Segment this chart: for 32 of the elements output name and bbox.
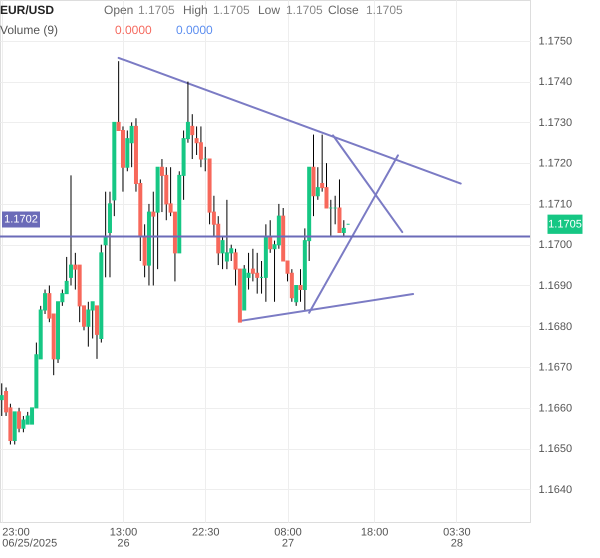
x-tick-label: 23:00 06/25/2025	[2, 526, 58, 550]
y-tick-label: 1.1750	[538, 35, 572, 48]
y-tick-label: 1.1690	[538, 280, 572, 292]
y-tick-label: 1.1680	[538, 320, 572, 333]
x-tick-label: 13:00 26	[110, 526, 138, 550]
y-tick-label: 1.1730	[538, 116, 572, 129]
annotation: Volume (9)	[0, 23, 58, 37]
annotation: 0.0000	[115, 23, 152, 37]
annotation: 1.1705	[213, 3, 250, 17]
y-tick-label: 1.1740	[538, 76, 572, 88]
annotation: Open	[104, 3, 134, 17]
annotation: High	[183, 3, 208, 17]
y-tick-label: 1.1670	[538, 362, 572, 374]
ref-line-label: 1.1702	[4, 214, 38, 226]
y-tick-label: 1.1710	[538, 198, 572, 210]
annotation: 1.1705	[138, 3, 176, 17]
y-tick-label: 1.1700	[538, 239, 572, 252]
annotation: 0.0000	[176, 23, 214, 37]
text: 1.1705	[548, 218, 582, 230]
annotation: Low	[258, 3, 280, 17]
x-tick-label: 03:30 28	[443, 526, 471, 550]
x-tick-label: 18:00	[360, 526, 388, 538]
annotation: 1.1705	[366, 3, 404, 17]
annotation: 1.1705	[286, 3, 324, 17]
x-tick-label: 08:00 27	[274, 526, 302, 550]
y-tick-label: 1.1660	[538, 402, 572, 414]
x-tick-label: 22:30	[192, 526, 220, 538]
chart-title: EUR/USD	[0, 3, 54, 17]
annotation: Close	[328, 3, 360, 17]
y-tick-label: 1.1650	[538, 443, 572, 456]
y-tick-label: 1.1640	[538, 484, 572, 496]
y-tick-label: 1.1720	[538, 158, 572, 170]
